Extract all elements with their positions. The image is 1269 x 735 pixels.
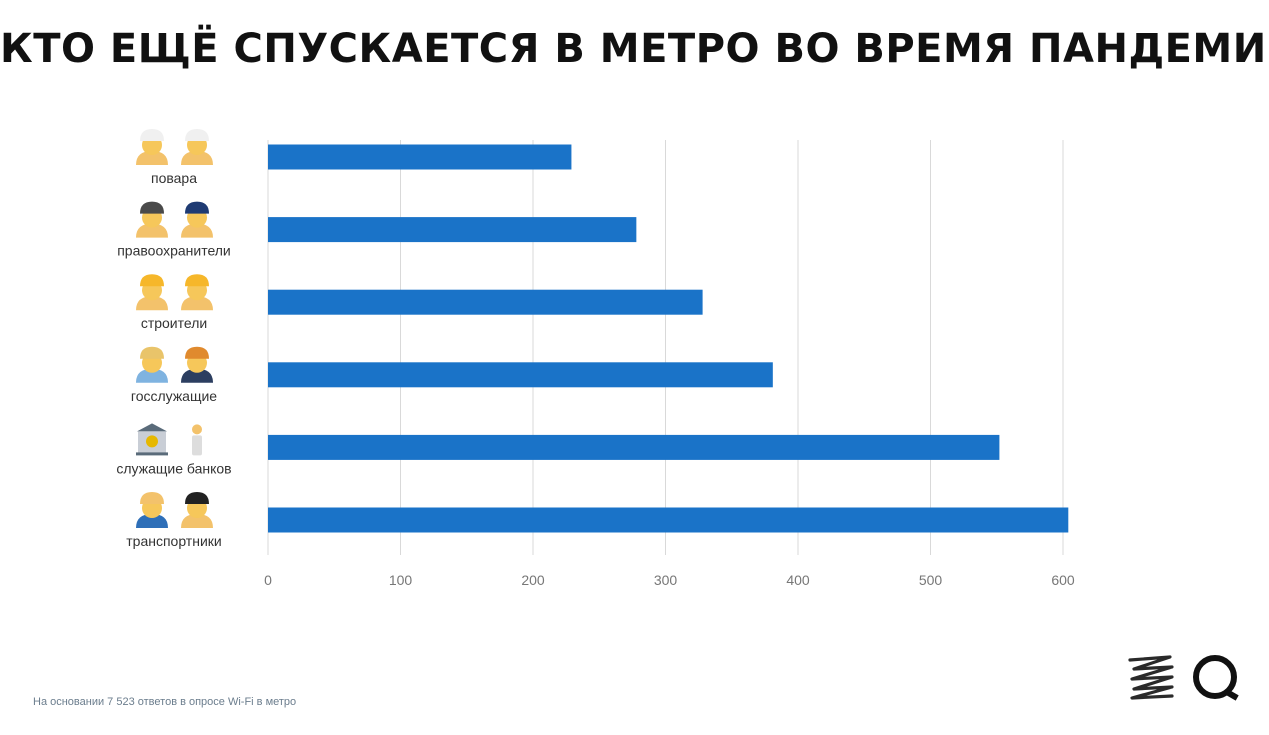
bar: [268, 434, 1000, 460]
bank-icon: [136, 423, 168, 456]
bar: [268, 362, 773, 388]
bar: [268, 289, 703, 315]
mechanic-icon: [136, 492, 168, 528]
construction-worker-woman-icon: [136, 274, 168, 311]
cook-woman-icon: [136, 129, 168, 165]
grid-lines: [267, 140, 1064, 555]
x-tick-label: 200: [521, 572, 545, 588]
x-tick-label: 0: [264, 572, 272, 588]
category-label: строители: [141, 315, 207, 331]
category-label: правоохранители: [117, 243, 231, 259]
bar: [268, 507, 1069, 533]
x-tick-label: 300: [654, 572, 678, 588]
detective-icon: [136, 201, 168, 238]
construction-worker-man-icon: [181, 274, 213, 311]
bar: [268, 217, 637, 243]
pilot-icon: [181, 492, 213, 528]
police-officer-icon: [181, 201, 213, 238]
metro-wifi-logo-icon: [1128, 655, 1174, 700]
x-tick-label: 100: [389, 572, 413, 588]
bar: [268, 144, 572, 170]
chart-title: КТО ЕЩЁ СПУСКАЕТСЯ В МЕТРО ВО ВРЕМЯ ПАНД…: [0, 26, 1269, 72]
x-axis-ticks: 0 100 200 300 400 500 600: [264, 572, 1075, 588]
office-worker-woman-icon: [181, 346, 213, 383]
category-label: повара: [151, 170, 197, 186]
category-label: служащие банков: [116, 460, 231, 476]
category-label: госслужащие: [131, 388, 217, 404]
bars: [268, 144, 1069, 533]
category-label: транспортники: [126, 533, 221, 549]
x-tick-label: 600: [1051, 572, 1075, 588]
x-tick-label: 400: [786, 572, 810, 588]
q-logo-icon: [1193, 655, 1239, 701]
office-worker-man-icon: [136, 346, 168, 383]
x-tick-label: 500: [919, 572, 943, 588]
cook-man-icon: [181, 129, 213, 165]
banker-icon: [192, 424, 202, 456]
category-icons: [136, 129, 213, 528]
category-labels: повара правоохранители строители госслужащи…: [116, 170, 231, 549]
footnote: На основании 7 523 ответов в опросе Wi-F…: [33, 696, 297, 708]
